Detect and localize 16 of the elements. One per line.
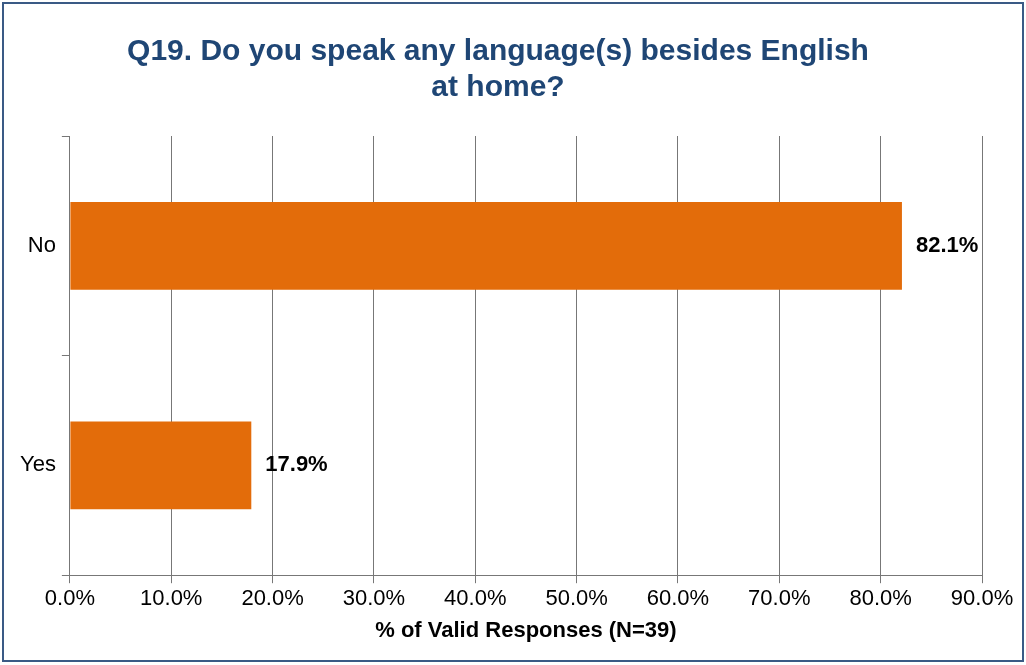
x-tick-label: 50.0% — [545, 585, 608, 611]
data-label: 17.9% — [265, 451, 328, 477]
data-label: 82.1% — [915, 231, 979, 257]
y-tick-label: No — [27, 231, 56, 257]
x-tick-label: 40.0% — [444, 585, 507, 611]
x-tick-label: 30.0% — [342, 585, 406, 611]
x-tick-label: 60.0% — [646, 585, 710, 611]
x-tick-label: 0.0% — [44, 585, 95, 611]
x-axis-title: % of Valid Responses (N=39) — [375, 616, 677, 642]
x-tick-label: 80.0% — [849, 585, 912, 611]
y-tick-label: Yes — [20, 451, 56, 477]
x-tick-label: 70.0% — [748, 585, 811, 611]
x-tick-label: 90.0% — [950, 585, 1014, 611]
chart-title: Q19. Do you speak any language(s) besides English at home? — [127, 33, 869, 103]
x-tick-label: 10.0% — [140, 585, 203, 611]
x-tick-label: 20.0% — [241, 585, 304, 611]
